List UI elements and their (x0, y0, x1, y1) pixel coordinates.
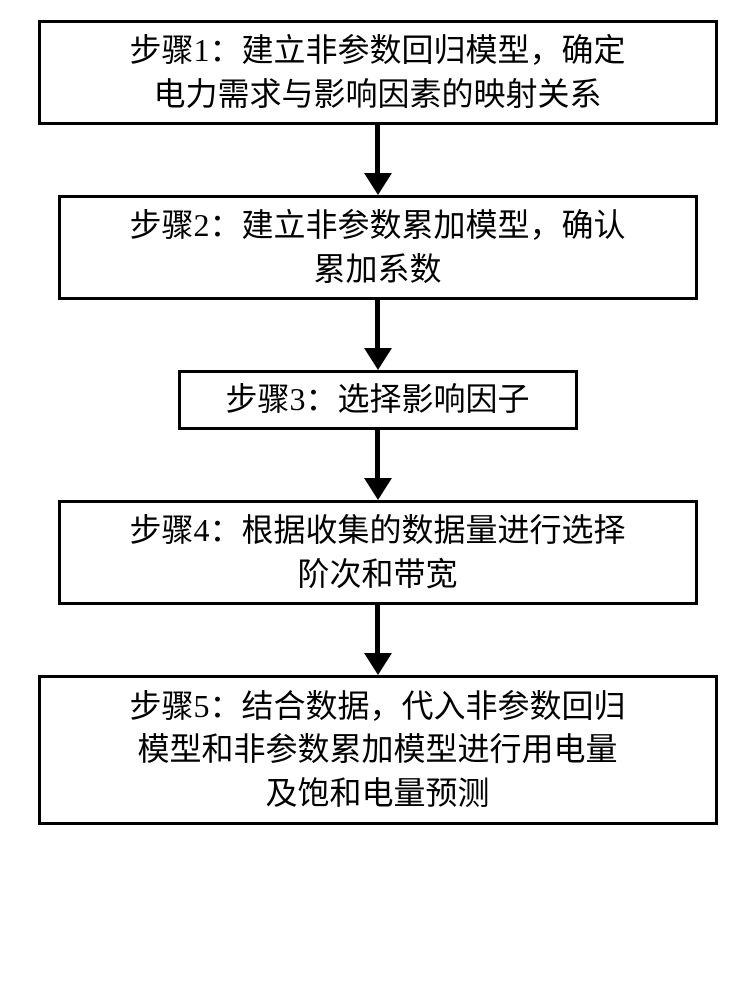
arrow-line (375, 430, 380, 478)
step-box-2: 步骤2：建立非参数累加模型，确认 累加系数 (58, 195, 698, 300)
arrow-head-icon (364, 653, 392, 675)
arrow-line (375, 125, 380, 173)
arrow-2 (364, 300, 392, 370)
step-box-4: 步骤4：根据收集的数据量进行选择 阶次和带宽 (58, 500, 698, 605)
step-text-1: 步骤1：建立非参数回归模型，确定 电力需求与影响因素的映射关系 (129, 29, 625, 115)
arrow-line (375, 300, 380, 348)
step-box-3: 步骤3：选择影响因子 (178, 370, 578, 430)
step-text-3: 步骤3：选择影响因子 (225, 378, 529, 421)
arrow-3 (364, 430, 392, 500)
arrow-4 (364, 605, 392, 675)
step-box-5: 步骤5：结合数据，代入非参数回归 模型和非参数累加模型进行用电量 及饱和电量预测 (38, 675, 718, 825)
arrow-line (375, 605, 380, 653)
arrow-1 (364, 125, 392, 195)
arrow-head-icon (364, 173, 392, 195)
step-text-5: 步骤5：结合数据，代入非参数回归 模型和非参数累加模型进行用电量 及饱和电量预测 (129, 685, 625, 815)
step-text-2: 步骤2：建立非参数累加模型，确认 累加系数 (129, 204, 625, 290)
arrow-head-icon (364, 478, 392, 500)
arrow-head-icon (364, 348, 392, 370)
step-box-1: 步骤1：建立非参数回归模型，确定 电力需求与影响因素的映射关系 (38, 20, 718, 125)
flowchart-container: 步骤1：建立非参数回归模型，确定 电力需求与影响因素的映射关系步骤2：建立非参数… (0, 0, 755, 845)
step-text-4: 步骤4：根据收集的数据量进行选择 阶次和带宽 (129, 509, 625, 595)
